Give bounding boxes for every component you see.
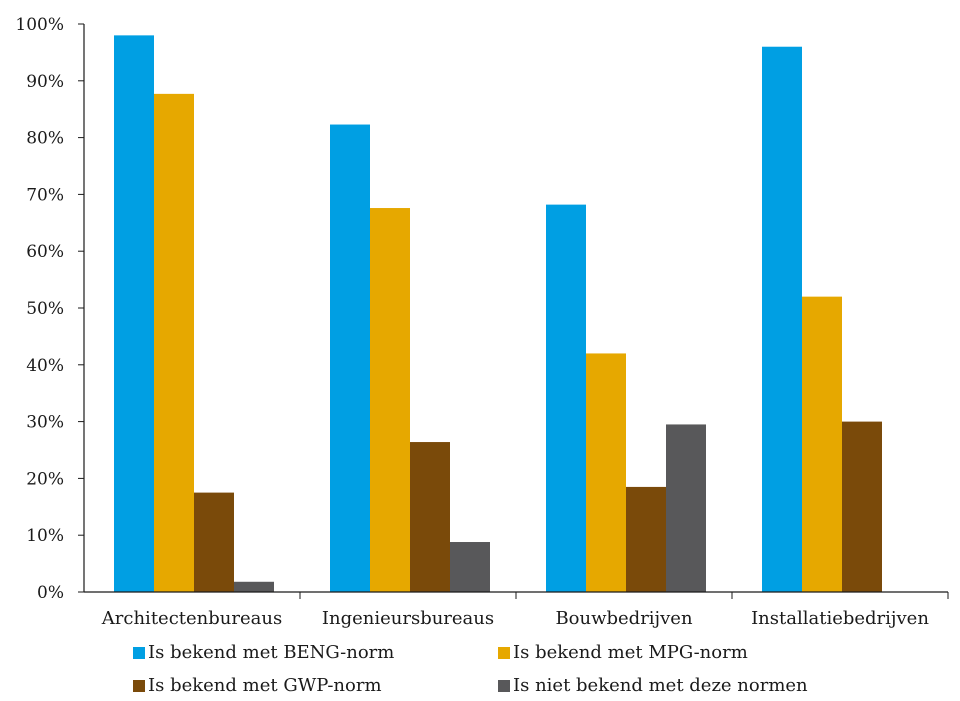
bar [546, 204, 586, 592]
bar [370, 208, 410, 593]
bar [450, 542, 490, 592]
legend-swatch [498, 680, 510, 692]
bar [802, 296, 842, 592]
bar [154, 93, 194, 592]
legend-item: Is bekend met GWP-norm [133, 675, 382, 696]
legend-item: Is bekend met MPG-norm [498, 642, 748, 663]
legend-item: Is niet bekend met deze normen [498, 675, 808, 696]
x-category-label: Ingenieursbureaus [322, 608, 494, 629]
legend-swatch [498, 647, 510, 659]
bar [410, 442, 450, 592]
bar [762, 46, 802, 593]
axes [83, 24, 949, 599]
legend-swatch [133, 680, 145, 692]
x-category-label: Bouwbedrijven [555, 608, 693, 629]
y-tick-label: 100% [15, 15, 64, 35]
bar [114, 35, 154, 593]
y-tick-label: 60% [26, 242, 64, 262]
y-tick-label: 20% [26, 469, 64, 489]
x-category-label: Installatiebedrijven [751, 608, 929, 629]
y-tick-label: 90% [26, 72, 64, 92]
legend-swatch [133, 647, 145, 659]
x-axis-labels: Architectenbureaus Ingenieursbureaus Bouwb… [101, 608, 930, 629]
bar [330, 124, 370, 592]
y-tick-label: 70% [26, 185, 64, 205]
bar [194, 492, 234, 592]
legend-item: Is bekend met BENG-norm [133, 642, 394, 663]
y-tick-label: 50% [26, 299, 64, 319]
bar [626, 486, 666, 592]
legend-label: Is bekend met GWP-norm [148, 675, 382, 696]
bar [842, 421, 882, 592]
legend-label: Is bekend met MPG-norm [513, 642, 748, 663]
y-tick-label: 0% [37, 583, 64, 603]
legend: Is bekend met BENG-norm Is bekend met MPG… [133, 642, 808, 696]
bar [234, 581, 274, 592]
bar [666, 424, 706, 592]
y-axis: 0% 10% 20% 30% 40% 50% 60% 70% 80% 90% 100% [15, 15, 84, 603]
bars [114, 35, 882, 593]
legend-label: Is niet bekend met deze normen [513, 675, 808, 696]
y-tick-label: 80% [26, 129, 64, 149]
bar [586, 353, 626, 592]
x-category-label: Architectenbureaus [101, 608, 282, 629]
y-tick-label: 30% [26, 413, 64, 433]
y-tick-label: 10% [26, 526, 64, 546]
legend-label: Is bekend met BENG-norm [148, 642, 394, 663]
y-tick-label: 40% [26, 356, 64, 376]
